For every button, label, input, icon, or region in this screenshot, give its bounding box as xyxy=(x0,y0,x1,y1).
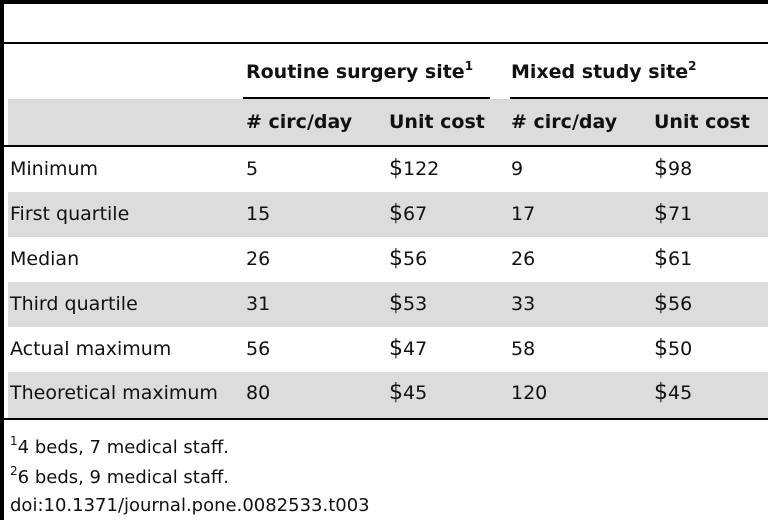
cell-routine-cost-third-quartile: $53 xyxy=(389,291,428,316)
cell-routine-circ-minimum: 5 xyxy=(246,158,259,180)
column-header-routine-circ-per-day: # circ/day xyxy=(246,111,353,133)
cell-mixed-circ-first-quartile: 17 xyxy=(511,203,536,225)
footnote-1: 14 beds, 7 medical staff. xyxy=(10,434,230,458)
cell-mixed-cost-third-quartile: $56 xyxy=(654,291,693,316)
cell-routine-cost-minimum: $122 xyxy=(389,156,440,181)
cell-mixed-cost-actual-maximum: $50 xyxy=(654,336,693,361)
row-label-median: Median xyxy=(10,248,80,270)
table-top-rule xyxy=(4,42,768,44)
row-label-theoretical-maximum: Theoretical maximum xyxy=(10,382,218,404)
cell-mixed-circ-third-quartile: 33 xyxy=(511,293,536,315)
cell-mixed-cost-minimum: $98 xyxy=(654,156,693,181)
cell-routine-cost-median: $56 xyxy=(389,246,428,271)
footnote-2: 26 beds, 9 medical staff. xyxy=(10,464,230,488)
cell-routine-cost-first-quartile: $67 xyxy=(389,201,428,226)
cell-mixed-cost-first-quartile: $71 xyxy=(654,201,693,226)
header-bottom-rule xyxy=(4,145,768,147)
row-label-first-quartile: First quartile xyxy=(10,203,130,225)
cell-routine-circ-theoretical-maximum: 80 xyxy=(246,382,271,404)
row-band-first-quartile xyxy=(8,192,768,237)
column-header-band xyxy=(8,99,768,145)
row-label-actual-maximum: Actual maximum xyxy=(10,338,172,360)
doi-line: doi:10.1371/journal.pone.0082533.t003 xyxy=(10,495,370,516)
cell-mixed-cost-theoretical-maximum: $45 xyxy=(654,380,693,405)
row-band-theoretical-maximum xyxy=(8,372,768,418)
group-header-routine-surgery-site: Routine surgery site1 xyxy=(246,59,474,83)
cell-mixed-circ-minimum: 9 xyxy=(511,158,524,180)
row-label-minimum: Minimum xyxy=(10,158,99,180)
left-border-rule xyxy=(0,0,4,520)
table-bottom-rule xyxy=(4,418,768,420)
group-underline-routine xyxy=(243,97,490,99)
cell-mixed-circ-median: 26 xyxy=(511,248,536,270)
cell-routine-circ-first-quartile: 15 xyxy=(246,203,271,225)
top-border-rule xyxy=(0,0,768,4)
cell-routine-circ-median: 26 xyxy=(246,248,271,270)
row-band-third-quartile xyxy=(8,282,768,327)
cell-routine-circ-third-quartile: 31 xyxy=(246,293,271,315)
column-header-mixed-unit-cost: Unit cost xyxy=(654,111,750,133)
column-header-mixed-circ-per-day: # circ/day xyxy=(511,111,618,133)
cell-routine-circ-actual-maximum: 56 xyxy=(246,338,271,360)
row-label-third-quartile: Third quartile xyxy=(10,293,138,315)
cell-mixed-cost-median: $61 xyxy=(654,246,693,271)
cell-mixed-circ-actual-maximum: 58 xyxy=(511,338,536,360)
group-header-mixed-study-site: Mixed study site2 xyxy=(511,59,697,83)
cell-routine-cost-actual-maximum: $47 xyxy=(389,336,428,361)
group-underline-mixed xyxy=(510,97,768,99)
cell-routine-cost-theoretical-maximum: $45 xyxy=(389,380,428,405)
cell-mixed-circ-theoretical-maximum: 120 xyxy=(511,382,548,404)
column-header-routine-unit-cost: Unit cost xyxy=(389,111,485,133)
